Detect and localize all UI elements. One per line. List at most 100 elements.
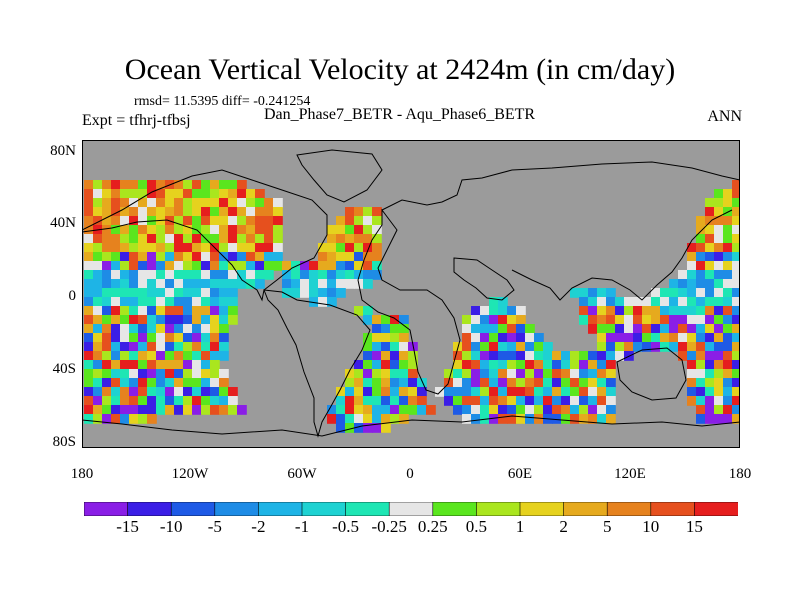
- ocean-cell: [624, 306, 634, 316]
- ocean-cell: [237, 405, 247, 415]
- ocean-cell: [381, 315, 391, 325]
- ocean-cell: [669, 288, 679, 298]
- ocean-cell: [345, 261, 355, 271]
- ocean-cell: [156, 261, 166, 271]
- colorbar-svg: [83, 501, 739, 517]
- ocean-cell: [138, 288, 148, 298]
- ocean-cell: [84, 315, 94, 325]
- ocean-cell: [138, 387, 148, 397]
- ocean-cell: [669, 333, 679, 343]
- ocean-cell: [174, 360, 184, 370]
- ocean-cell: [174, 387, 184, 397]
- ocean-cell: [462, 351, 472, 361]
- ocean-cell: [399, 315, 409, 325]
- ocean-cell: [183, 180, 193, 190]
- ocean-cell: [129, 279, 139, 289]
- ocean-cell: [687, 342, 697, 352]
- ocean-cell: [147, 261, 157, 271]
- ocean-cell: [147, 270, 157, 280]
- ocean-cell: [471, 378, 481, 388]
- ocean-cell: [309, 279, 319, 289]
- ocean-cell: [120, 180, 130, 190]
- ocean-cell: [138, 180, 148, 190]
- ocean-cell: [102, 270, 112, 280]
- ocean-cell: [597, 369, 607, 379]
- ocean-cell: [678, 324, 688, 334]
- ocean-cell: [687, 351, 697, 361]
- ocean-cell: [273, 234, 283, 244]
- ocean-cell: [129, 414, 139, 424]
- ocean-cell: [543, 369, 553, 379]
- ocean-cell: [489, 369, 499, 379]
- ocean-cell: [660, 297, 670, 307]
- ocean-cell: [615, 333, 625, 343]
- ocean-cell: [417, 387, 427, 397]
- ocean-cell: [219, 180, 229, 190]
- ocean-cell: [687, 297, 697, 307]
- ocean-cell: [723, 396, 733, 406]
- ocean-cell: [273, 198, 283, 208]
- ocean-cell: [723, 351, 733, 361]
- ocean-cell: [426, 405, 436, 415]
- ocean-cell: [633, 315, 643, 325]
- ocean-cell: [633, 297, 643, 307]
- ocean-cell: [498, 405, 508, 415]
- ocean-cell: [183, 207, 193, 217]
- ocean-cell: [498, 324, 508, 334]
- ocean-cell: [147, 243, 157, 253]
- ocean-cell: [660, 288, 670, 298]
- ocean-cell: [615, 315, 625, 325]
- ocean-cell: [192, 279, 202, 289]
- ocean-cell: [156, 396, 166, 406]
- ocean-cell: [138, 216, 148, 226]
- ocean-cell: [480, 360, 490, 370]
- ocean-cell: [714, 234, 724, 244]
- ocean-cell: [219, 288, 229, 298]
- ocean-cell: [237, 234, 247, 244]
- ocean-cell: [471, 306, 481, 316]
- ocean-cell: [525, 378, 535, 388]
- ocean-cell: [192, 306, 202, 316]
- ocean-cell: [660, 342, 670, 352]
- ocean-cell: [480, 315, 490, 325]
- ocean-cell: [255, 261, 265, 271]
- ocean-cell: [120, 342, 130, 352]
- ocean-cell: [318, 270, 328, 280]
- ocean-cell: [534, 342, 544, 352]
- ocean-cell: [579, 288, 589, 298]
- experiment-label: Expt = tfhrj-tfbsj: [82, 112, 191, 129]
- ocean-cell: [246, 189, 256, 199]
- ocean-cell: [678, 306, 688, 316]
- ocean-cell: [696, 396, 706, 406]
- ocean-cell: [399, 369, 409, 379]
- ocean-cell: [255, 234, 265, 244]
- ocean-cell: [336, 252, 346, 262]
- ocean-cell: [696, 306, 706, 316]
- ocean-cell: [201, 279, 211, 289]
- ocean-cell: [363, 261, 373, 271]
- ocean-cell: [714, 189, 724, 199]
- ocean-cell: [84, 189, 94, 199]
- ocean-cell: [111, 243, 121, 253]
- ocean-cell: [309, 261, 319, 271]
- ocean-cell: [498, 360, 508, 370]
- ocean-cell: [606, 288, 616, 298]
- ocean-cell: [471, 396, 481, 406]
- ocean-cell: [714, 324, 724, 334]
- ocean-cell: [84, 279, 94, 289]
- ocean-cell: [120, 396, 130, 406]
- ocean-cell: [219, 279, 229, 289]
- ocean-cell: [102, 324, 112, 334]
- ocean-cell: [102, 261, 112, 271]
- ocean-cell: [534, 333, 544, 343]
- ocean-cell: [345, 207, 355, 217]
- colorbar-swatch: [345, 501, 391, 517]
- ocean-cell: [228, 306, 238, 316]
- ocean-cell: [327, 270, 337, 280]
- ocean-cell: [687, 261, 697, 271]
- ocean-cell: [723, 405, 733, 415]
- ocean-cell: [147, 360, 157, 370]
- ocean-cell: [723, 189, 733, 199]
- ocean-cell: [732, 315, 740, 325]
- ocean-cell: [201, 324, 211, 334]
